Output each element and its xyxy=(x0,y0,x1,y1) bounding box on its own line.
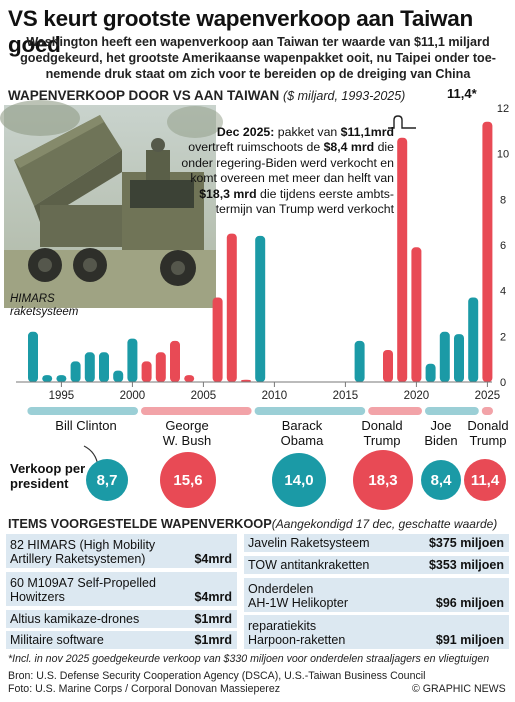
per-president-label: Verkoop per president xyxy=(10,461,86,491)
president-label-trump-1: Donald Trump xyxy=(361,418,403,448)
chart-unit: ($ miljard, 1993-2025) xyxy=(283,89,406,103)
term-band-0 xyxy=(27,407,138,415)
bar-1999 xyxy=(113,370,124,382)
y-tick-label-2: 2 xyxy=(500,331,506,343)
bar-2003 xyxy=(170,340,180,382)
bar-2023 xyxy=(454,334,464,382)
item-himars: 82 HIMARS (High Mobility Artillery Rakets… xyxy=(6,534,237,568)
headline: VS keurt grootste wapenverkoop aan Taiwa… xyxy=(8,6,473,57)
bar-2004 xyxy=(184,375,195,382)
chart-title: WAPENVERKOOP DOOR VS AAN TAIWAN ($ milja… xyxy=(8,88,406,103)
presidential-term-bands xyxy=(27,407,493,415)
y-tick-label-0: 0 xyxy=(500,377,506,389)
y-tick-label-8: 8 xyxy=(500,194,506,206)
y-tick-label-4: 4 xyxy=(500,286,506,298)
item-javelin: Javelin Raketsysteem $375 miljoen xyxy=(244,534,509,552)
term-band-5 xyxy=(481,407,493,415)
bar-2001 xyxy=(141,361,152,382)
bar-2019 xyxy=(397,137,408,382)
total-bubble-clinton: 8,7 xyxy=(86,459,128,501)
y-tick-label-10: 10 xyxy=(497,149,509,161)
credit: © GRAPHIC NEWS xyxy=(412,683,506,695)
bar-2020 xyxy=(411,247,422,382)
y-tick-label-6: 6 xyxy=(500,240,506,252)
top-bar-label: 11,4* xyxy=(447,86,477,101)
total-bubble-trump-1: 18,3 xyxy=(353,450,413,510)
x-tick-label-2005: 2005 xyxy=(191,390,217,402)
bar-2022 xyxy=(439,331,450,382)
bar-1995 xyxy=(56,375,67,382)
bar-2018 xyxy=(383,350,393,382)
total-bubble-obama: 14,0 xyxy=(272,453,326,507)
total-bubble-bush: 15,6 xyxy=(160,452,216,508)
bar-2025 xyxy=(482,121,493,382)
president-label-obama: Barack Obama xyxy=(280,418,324,448)
y-tick-label-12: 12 xyxy=(497,103,509,115)
items-title: ITEMS VOORGESTELDE WAPENVERKOOP(Aangekon… xyxy=(8,516,498,531)
bar-2006 xyxy=(212,297,223,382)
item-tow: TOW antitankraketten $353 miljoen xyxy=(244,556,509,574)
term-band-3 xyxy=(368,407,422,415)
item-harpoon-kits: reparatiekits Harpoon-raketten $91 miljoe… xyxy=(244,615,509,649)
president-label-trump-2: Donald Trump xyxy=(467,418,509,448)
bar-2021 xyxy=(425,363,436,382)
x-tick-label-2000: 2000 xyxy=(120,390,146,402)
total-bubble-biden: 8,4 xyxy=(421,460,461,500)
source: Bron: U.S. Defense Security Cooperation … xyxy=(8,670,426,695)
bar-2000 xyxy=(127,338,138,382)
x-axis-ticks: 1995 2000 2005 2010 2015 2020 2025 xyxy=(49,382,501,402)
term-band-4 xyxy=(425,407,479,415)
item-software: Militaire software $1mrd xyxy=(6,631,237,649)
x-tick-label-2025: 2025 xyxy=(475,390,501,402)
total-bubble-trump-2: 11,4 xyxy=(464,459,506,501)
term-band-1 xyxy=(141,407,252,415)
y-axis-ticks: 0 2 4 6 8 10 12 xyxy=(497,103,509,389)
item-ah1w-parts: Onderdelen AH-1W Helikopter $96 miljoen xyxy=(244,578,509,612)
bar-1993 xyxy=(28,331,38,382)
bar-2008 xyxy=(241,379,251,382)
bar-1998 xyxy=(99,352,109,382)
bar-1994 xyxy=(42,375,53,382)
bar-2016 xyxy=(354,340,365,382)
president-label-bush: George W. Bush xyxy=(162,418,212,448)
bar-2007 xyxy=(226,233,237,382)
himars-photo xyxy=(0,100,223,308)
footnote: *Incl. in nov 2025 goedgekeurde verkoop … xyxy=(8,653,490,665)
photo-caption: HIMARS raketsysteem xyxy=(10,293,79,318)
bar-2024 xyxy=(468,297,479,382)
term-band-2 xyxy=(254,407,366,415)
x-tick-label-2020: 2020 xyxy=(404,390,430,402)
subheadline: Washington heeft een wapenverkoop aan Ta… xyxy=(20,35,496,81)
x-tick-label-1995: 1995 xyxy=(49,390,75,402)
bars xyxy=(28,121,493,382)
bar-2009 xyxy=(255,235,266,382)
annotation-dec-2025: Dec 2025: pakket van $11,1mrd overtreft … xyxy=(181,125,394,217)
x-tick-label-2015: 2015 xyxy=(333,390,359,402)
bar-2002 xyxy=(155,352,166,382)
x-tick-label-2010: 2010 xyxy=(262,390,288,402)
item-altius-drones: Altius kamikaze-drones $1mrd xyxy=(6,610,237,628)
item-howitzers: 60 M109A7 Self-Propelled Howitzers $4mrd xyxy=(6,572,237,606)
president-label-clinton: Bill Clinton xyxy=(55,418,117,433)
bar-1997 xyxy=(84,352,95,382)
bar-1996 xyxy=(70,361,81,382)
president-label-biden: Joe Biden xyxy=(424,418,458,448)
